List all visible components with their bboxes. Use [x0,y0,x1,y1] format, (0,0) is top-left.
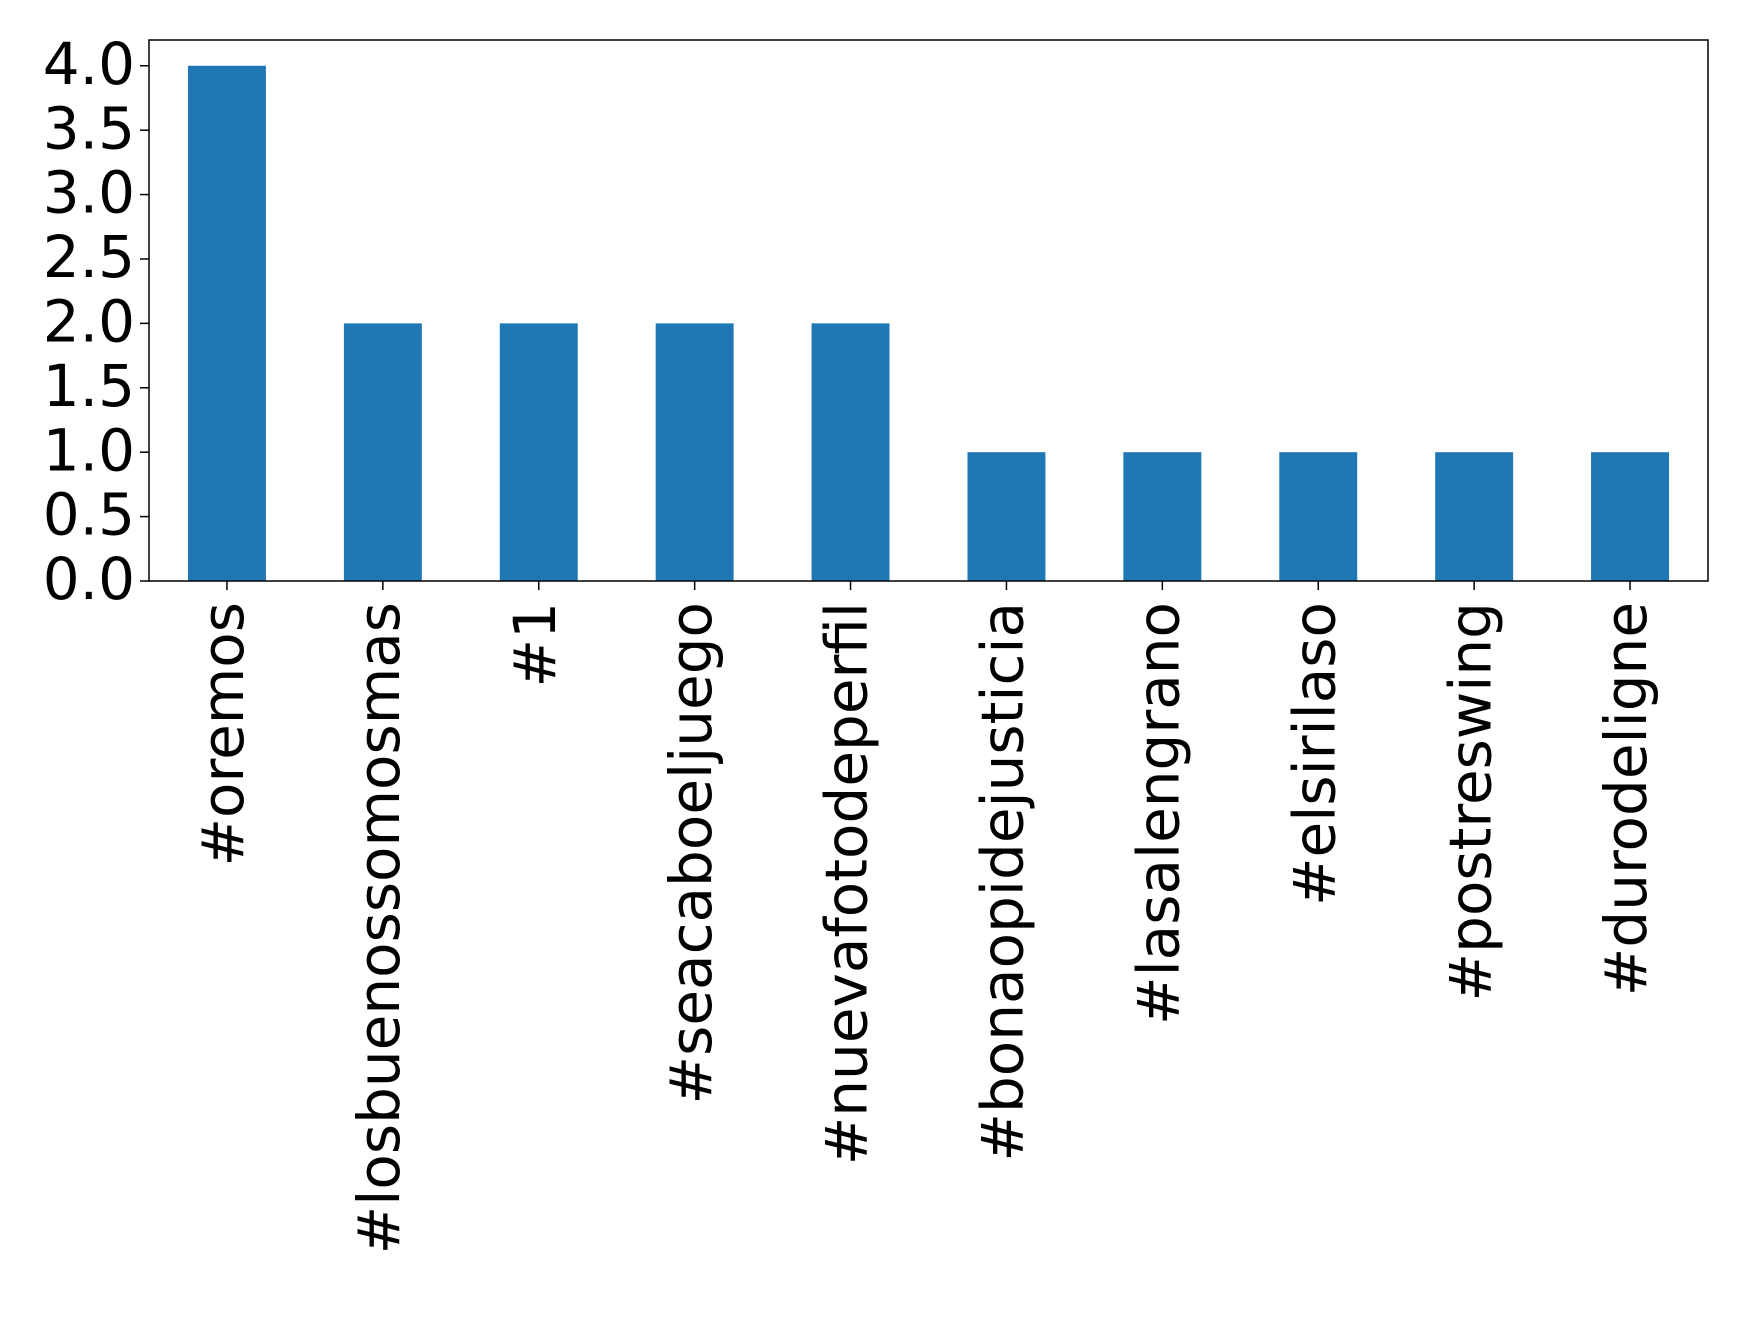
y-tick-label: 0.5 [43,481,135,549]
y-tick-label: 0.0 [43,545,135,613]
y-tick-label: 4.0 [43,30,135,98]
x-tick-label: #lasalengrano [1124,602,1192,1025]
bar [1591,452,1670,581]
y-tick-label: 1.5 [43,352,135,420]
x-tick-label: #elsirilaso [1280,602,1348,906]
x-tick-label: #postreswing [1436,602,1504,1001]
y-tick-label: 3.5 [43,94,135,162]
x-tick-label: #seacaboeljuego [657,602,725,1104]
y-tick-label: 3.0 [43,159,135,227]
x-tick-label: #durodeligne [1592,602,1660,996]
bar [967,452,1046,581]
y-tick-label: 2.5 [43,223,135,291]
x-tick-label: #nuevafotodeperfil [813,602,881,1165]
bar [343,323,422,581]
bar [1435,452,1514,581]
plot-frame [148,39,1709,582]
bar [655,323,734,581]
bar [1123,452,1202,581]
y-tick-label: 2.0 [43,287,135,355]
x-tick-label: #losbuenossomosmas [345,602,413,1254]
y-tick-label: 1.0 [43,416,135,484]
bar [499,323,578,581]
bar [811,323,890,581]
bar [1279,452,1358,581]
x-tick-label: #oremos [189,602,257,867]
x-tick-label: #1 [501,602,569,688]
x-tick-label: #bonaopidejusticia [969,602,1037,1162]
bar [187,65,266,581]
